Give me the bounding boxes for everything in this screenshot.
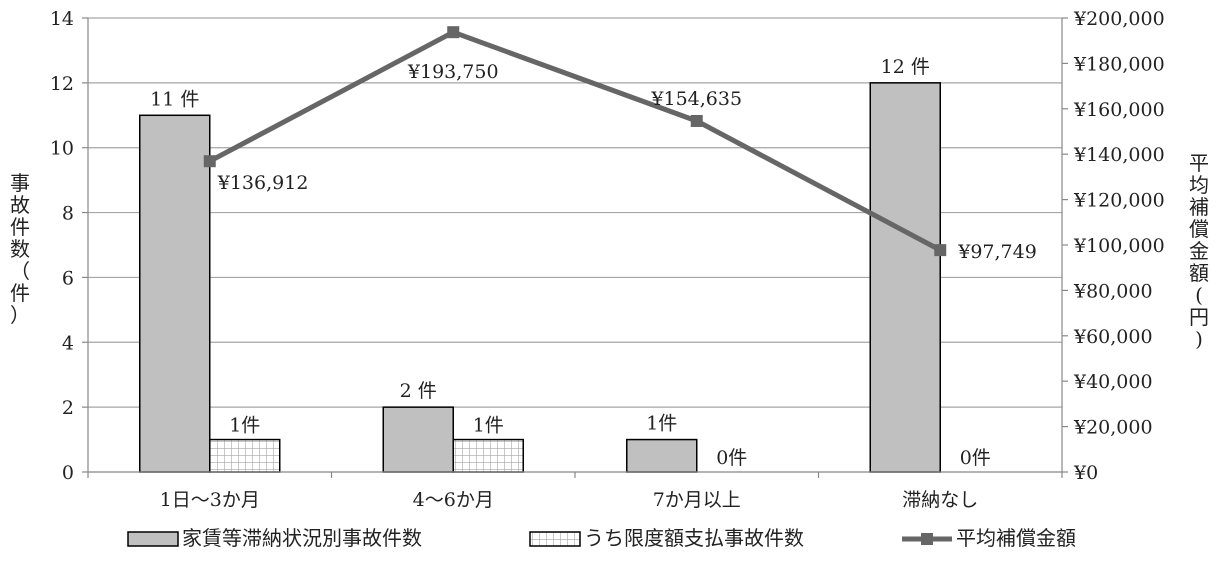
y-left-tick-label: 14 <box>50 8 74 30</box>
bar-accident-count-label: 2 件 <box>400 380 437 402</box>
bar-accident-count <box>139 114 211 473</box>
y-right-tick-label: ¥20,000 <box>1073 417 1153 439</box>
x-category-label: 4～6か月 <box>413 489 494 511</box>
axes <box>82 17 1068 478</box>
y-left-tick-label: 10 <box>50 138 74 160</box>
line-point-marker <box>447 26 460 39</box>
y-right-tick-label: ¥80,000 <box>1073 280 1153 302</box>
legend: 家賃等滞納状況別事故件数 うち限度額支払事故件数 平均補償金額 <box>127 526 1076 550</box>
y-right-tick-label: ¥60,000 <box>1073 326 1153 348</box>
y-left-tick-label: 8 <box>62 203 74 225</box>
bar-limit-payment-count-label: 0件 <box>960 447 991 469</box>
line-series <box>203 26 947 257</box>
line-point-marker <box>203 155 216 168</box>
legend-swatch-limit-payment-count <box>529 531 581 547</box>
y-right-axis-title: 平均補償金額(円) <box>1189 151 1209 351</box>
line-average-compensation-label: ¥136,912 <box>217 172 309 194</box>
line-average-compensation-label: ¥97,749 <box>957 241 1037 263</box>
bar-accident-count-label: 1件 <box>646 413 677 435</box>
bars <box>139 82 941 473</box>
gridlines <box>88 17 1062 408</box>
bar-limit-payment-count <box>209 438 281 473</box>
x-category-label: 滞納なし <box>902 489 978 511</box>
y-left-tick-label: 2 <box>62 397 74 419</box>
bar-limit-payment-count-label: 1件 <box>473 415 504 437</box>
y-left-tick-label: 0 <box>62 462 74 484</box>
legend-label-accident-count: 家賃等滞納状況別事故件数 <box>182 526 422 550</box>
line-average-compensation <box>208 29 942 253</box>
line-point-marker <box>934 244 947 257</box>
data-labels: 11 件 1件 2 件 1件 1件 0件 12 件 0件 ¥136,912 ¥193,750 ¥15… <box>150 56 1037 469</box>
bar-accident-count <box>869 82 941 473</box>
bar-accident-count <box>626 438 698 473</box>
y-left-tick-label: 6 <box>62 267 74 289</box>
y-right-tick-label: ¥120,000 <box>1073 190 1165 212</box>
y-right-tick-label: ¥140,000 <box>1073 144 1165 166</box>
bar-limit-payment-count <box>452 438 524 473</box>
line-point-marker <box>690 114 703 127</box>
y-left-tick-label: 4 <box>62 332 74 354</box>
y-right-tick-label: ¥100,000 <box>1073 235 1165 257</box>
y-left-axis-title: 事故件数（件） <box>10 171 30 327</box>
legend-label-limit-payment-count: うち限度額支払事故件数 <box>584 526 804 550</box>
legend-label-average-compensation: 平均補償金額 <box>956 526 1076 550</box>
bar-accident-count-label: 11 件 <box>150 88 199 110</box>
bar-accident-count-label: 12 件 <box>881 56 930 78</box>
axis-titles: 事故件数（件） 平均補償金額(円) <box>10 151 1209 351</box>
x-category-label: 7か月以上 <box>653 489 741 511</box>
y-right-tick-label: ¥40,000 <box>1073 371 1153 393</box>
bar-accident-count <box>382 406 454 473</box>
line-average-compensation-label: ¥154,635 <box>650 88 742 110</box>
tick-labels: 0 2 4 6 8 10 12 14 ¥0 ¥20,000 ¥40,000 ¥60,000 ¥80,00… <box>50 8 1165 511</box>
y-left-tick-label: 12 <box>50 73 74 95</box>
x-category-label: 1日～3か月 <box>160 489 260 511</box>
line-average-compensation-label: ¥193,750 <box>407 61 499 83</box>
y-right-tick-label: ¥160,000 <box>1073 99 1165 121</box>
legend-swatch-average-compensation-marker <box>921 533 933 545</box>
legend-swatch-accident-count <box>127 531 179 547</box>
bar-limit-payment-count-label: 1件 <box>229 415 260 437</box>
y-right-tick-label: ¥180,000 <box>1073 53 1165 75</box>
bar-limit-payment-count-label: 0件 <box>716 447 747 469</box>
y-right-tick-label: ¥0 <box>1073 462 1098 484</box>
y-right-tick-label: ¥200,000 <box>1073 8 1165 30</box>
